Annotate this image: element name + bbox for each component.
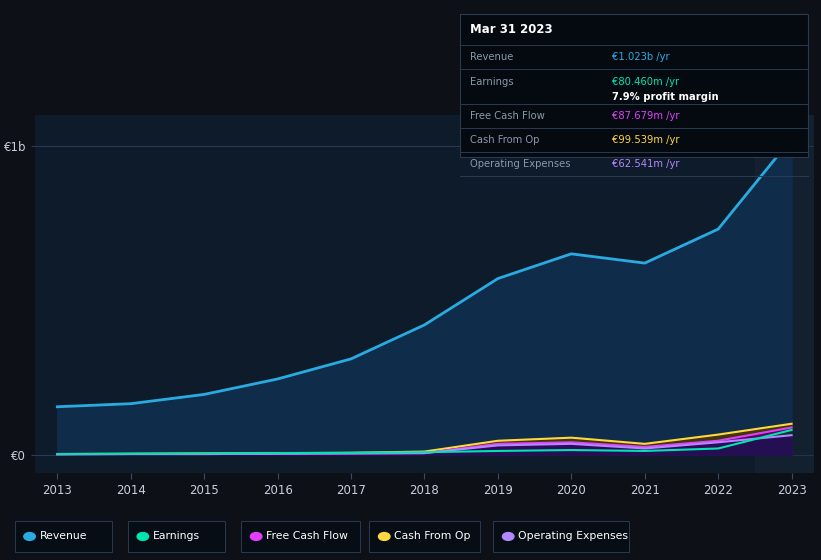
Text: Operating Expenses: Operating Expenses [470, 159, 570, 169]
Text: Operating Expenses: Operating Expenses [518, 531, 628, 542]
Text: Free Cash Flow: Free Cash Flow [470, 111, 544, 121]
Text: Revenue: Revenue [39, 531, 87, 542]
Text: Free Cash Flow: Free Cash Flow [266, 531, 348, 542]
Text: Cash From Op: Cash From Op [394, 531, 470, 542]
Text: 7.9% profit margin: 7.9% profit margin [612, 92, 718, 102]
Text: €87.679m /yr: €87.679m /yr [612, 111, 679, 121]
Text: Earnings: Earnings [470, 77, 513, 87]
Text: €99.539m /yr: €99.539m /yr [612, 135, 679, 145]
Text: Mar 31 2023: Mar 31 2023 [470, 23, 553, 36]
Text: €1.023b /yr: €1.023b /yr [612, 52, 669, 62]
Text: Earnings: Earnings [153, 531, 200, 542]
Text: €80.460m /yr: €80.460m /yr [612, 77, 679, 87]
Text: Revenue: Revenue [470, 52, 513, 62]
Text: €62.541m /yr: €62.541m /yr [612, 159, 679, 169]
Text: Cash From Op: Cash From Op [470, 135, 539, 145]
Bar [754, 115, 814, 473]
